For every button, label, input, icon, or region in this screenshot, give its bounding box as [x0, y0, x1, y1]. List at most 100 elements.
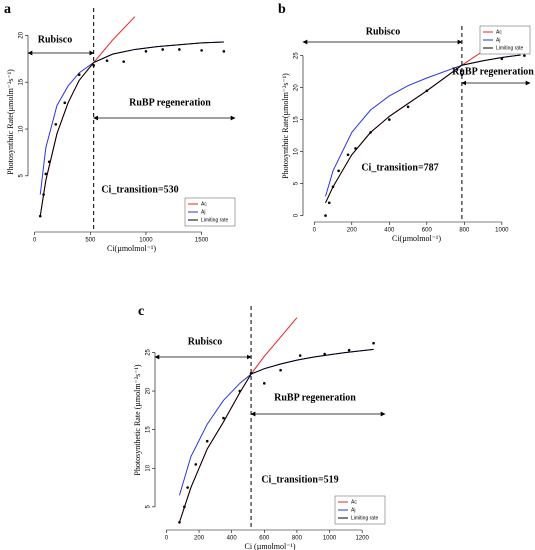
data-point — [354, 147, 357, 150]
data-point — [460, 73, 464, 77]
data-point — [279, 368, 282, 372]
data-point — [42, 193, 45, 196]
y-tick-label: 5 — [146, 505, 152, 509]
data-point — [298, 354, 302, 357]
legend-label: Ac — [201, 201, 207, 207]
y-tick-label: 10 — [146, 464, 152, 471]
panel-label: a — [4, 2, 11, 17]
data-point — [222, 50, 226, 53]
data-point — [77, 73, 81, 77]
curve — [39, 41, 224, 217]
data-point — [369, 131, 372, 134]
y-tick-label: 20 — [294, 84, 300, 91]
x-tick-label: 500 — [85, 238, 96, 244]
x-tick-label: 1500 — [195, 238, 209, 244]
data-point — [262, 382, 266, 385]
data-point — [161, 48, 164, 51]
data-point — [194, 463, 198, 466]
x-tick-label: 600 — [422, 228, 433, 234]
data-point — [178, 48, 181, 51]
data-point — [425, 89, 429, 93]
data-point — [337, 169, 340, 173]
data-point — [324, 214, 327, 217]
curve — [178, 317, 298, 523]
data-point — [347, 348, 351, 352]
data-point — [372, 341, 375, 345]
y-tick-label: 15 — [146, 426, 152, 433]
x-tick-label: 0 — [33, 238, 37, 244]
data-point — [178, 520, 181, 524]
data-point — [205, 439, 209, 443]
legend-label: Ac — [351, 499, 357, 505]
legend-label: Limiting rate — [201, 217, 228, 223]
data-point — [500, 57, 504, 61]
x-tick-label: 1000 — [323, 536, 337, 542]
data-point — [387, 118, 391, 121]
x-tick-label: 800 — [292, 536, 303, 542]
transition-label: Ci_transition=519 — [261, 474, 338, 485]
legend-label: Limiting rate — [351, 515, 378, 521]
rubisco-label: Rubisco — [188, 336, 222, 347]
legend-label: Aj — [351, 507, 355, 513]
x-tick-label: 1000 — [139, 238, 153, 244]
x-tick-label: 800 — [459, 228, 470, 234]
y-axis-label: Photosynthtic Rate(µmolm⁻²s⁻¹) — [6, 69, 15, 175]
data-point — [122, 60, 126, 63]
x-tick-label: 0 — [165, 536, 169, 542]
data-point — [238, 389, 242, 393]
y-tick-label: 10 — [294, 148, 300, 155]
data-point — [406, 105, 410, 109]
data-point — [144, 50, 148, 53]
x-tick-label: 400 — [227, 536, 238, 542]
legend-label: Aj — [496, 37, 500, 43]
legend-label: Aj — [201, 209, 205, 215]
data-point — [105, 59, 109, 62]
y-tick-label: 5 — [19, 174, 25, 178]
x-tick-label: 200 — [194, 536, 205, 542]
legend-label: Ac — [496, 29, 502, 35]
data-point — [249, 371, 253, 375]
curve — [325, 54, 521, 204]
x-axis-label: Ci(µmolmol⁻¹) — [107, 244, 156, 253]
y-tick-label: 5 — [294, 181, 300, 185]
y-axis-label: Photosynthetic Rate (µmolm⁻²s⁻¹) — [133, 364, 142, 476]
y-tick-label: 20 — [146, 387, 152, 394]
transition-label: Ci_transition=530 — [101, 184, 178, 195]
y-axis-label: Photosynthtic Rate(µmolm⁻²s⁻¹) — [281, 73, 290, 179]
rubp-label: RuBP regeneration — [452, 66, 534, 77]
y-tick-label: 15 — [19, 78, 25, 85]
y-tick-label: 20 — [19, 31, 25, 38]
data-point — [63, 101, 67, 105]
rubp-label: RuBP regeneration — [129, 97, 211, 108]
x-axis-label: Ci (µmolmol⁻¹) — [244, 542, 295, 550]
data-point — [47, 160, 51, 164]
data-point — [54, 123, 58, 126]
rubisco-label: Rubisco — [38, 34, 72, 45]
x-tick-label: 1000 — [495, 228, 509, 234]
y-tick-label: 10 — [19, 125, 25, 132]
y-tick-label: 25 — [294, 52, 300, 59]
curve — [325, 29, 521, 204]
y-tick-label: 25 — [146, 348, 152, 355]
transition-label: Ci_transition=787 — [361, 162, 438, 173]
data-point — [222, 416, 225, 420]
data-point — [38, 214, 42, 218]
x-tick-label: 1200 — [355, 536, 369, 542]
x-tick-label: 0 — [313, 228, 317, 234]
data-point — [327, 201, 331, 205]
data-point — [331, 185, 335, 189]
data-point — [44, 172, 48, 176]
y-tick-label: 0 — [294, 213, 300, 217]
data-point — [186, 486, 189, 489]
rubp-label: RuBP regeneration — [274, 392, 356, 403]
rubisco-label: Rubisco — [366, 26, 400, 37]
data-point — [346, 153, 350, 157]
y-tick-label: 15 — [294, 116, 300, 123]
panel-label: c — [138, 304, 144, 319]
data-point — [523, 54, 526, 57]
legend-label: Limiting rate — [496, 45, 523, 51]
x-axis-label: Ci(µmolmol⁻¹) — [392, 234, 441, 243]
x-tick-label: 200 — [347, 228, 358, 234]
data-point — [200, 49, 203, 52]
